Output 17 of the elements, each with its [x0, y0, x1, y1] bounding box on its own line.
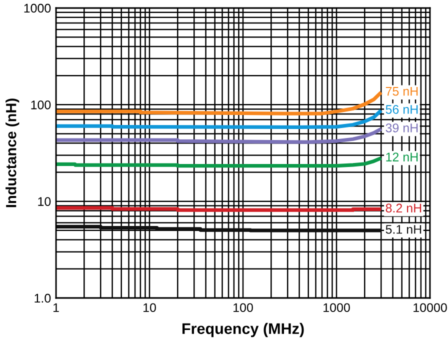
y-tick-label: 1.0: [34, 294, 51, 303]
y-axis-title: Inductance (nH): [6, 98, 20, 208]
series-label: 5.1 nH: [386, 225, 422, 234]
x-tick-label: 10000: [414, 303, 447, 312]
series-label: 39 nH: [386, 124, 418, 132]
series-label: 56 nH: [386, 105, 418, 114]
x-tick-label: 10: [144, 303, 156, 312]
x-tick-label: 1000: [324, 303, 350, 312]
y-tick-label: 1000: [24, 4, 51, 13]
series-label: 8.2 nH: [386, 204, 422, 213]
series-label: 12 nH: [386, 152, 418, 162]
x-axis-title: Frequency (MHz): [182, 322, 304, 338]
x-tick-label: 1: [53, 303, 59, 312]
x-tick-label: 100: [234, 303, 253, 312]
series-label: 75 nH: [386, 87, 418, 96]
y-tick-label: 100: [31, 100, 51, 110]
y-tick-label: 10: [38, 197, 51, 206]
